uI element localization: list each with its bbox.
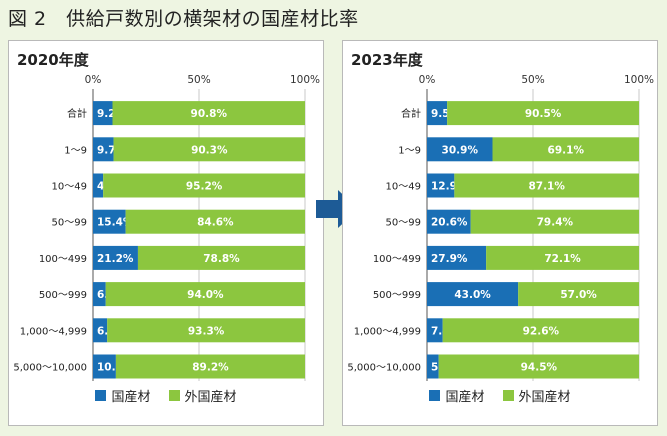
category-label: 5,000～10,000 [347, 363, 421, 374]
category-label: 1,000～4,999 [354, 326, 421, 337]
category-label: 合計 [401, 107, 421, 120]
category-label: 100～499 [39, 254, 87, 265]
category-label: 50～99 [52, 218, 87, 229]
data-label: 94.0% [187, 289, 224, 301]
bar-segment [105, 282, 305, 307]
data-label: 69.1% [548, 144, 585, 156]
legend-item-domestic: 国産材 [95, 386, 151, 405]
legend-item-foreign: 外国産材 [168, 386, 237, 405]
category-label: 1～9 [64, 145, 87, 156]
data-label: 84.6% [197, 217, 234, 229]
data-label: 90.5% [525, 108, 562, 120]
category-label: 10～49 [52, 182, 87, 193]
bar-segment [125, 209, 305, 234]
legend-swatch-foreign [502, 389, 514, 401]
panel-title: 2023年度 [351, 51, 423, 69]
category-label: 100～499 [373, 254, 421, 265]
legend-label-foreign: 外国産材 [184, 389, 237, 405]
x-tick-label: 50% [521, 74, 544, 86]
data-label: 90.8% [191, 108, 228, 120]
x-tick-label: 100% [290, 74, 320, 86]
bar-segment [93, 137, 114, 162]
bar-segment [427, 354, 439, 379]
x-tick-label: 50% [187, 74, 210, 86]
legend-item-foreign: 外国産材 [502, 386, 571, 405]
bar-segment [93, 354, 116, 379]
data-label: 90.3% [191, 144, 228, 156]
category-label: 合計 [67, 107, 87, 120]
category-label: 1～9 [398, 145, 421, 156]
bar-segment [486, 245, 639, 270]
chart-panel-2020: 2020年度 0% 50% 100% 合計 9.2% 90.8% 1～9 9.7% 90.3% 1… [8, 40, 324, 426]
bar-segment [470, 209, 639, 234]
data-label: 43.0% [454, 289, 491, 301]
data-label: 72.1% [544, 253, 581, 265]
data-label: 94.5% [521, 362, 558, 374]
legend-item-domestic: 国産材 [429, 386, 485, 405]
bar-segment [427, 318, 443, 343]
bar-segment [454, 173, 639, 198]
chart-panel-2023: 2023年度 0% 50% 100% 合計 9.5% 90.5% 1～9 30.9% 69.1%… [342, 40, 658, 426]
data-label: 78.8% [203, 253, 240, 265]
category-label: 50～99 [386, 218, 421, 229]
bar-segment [442, 318, 639, 343]
x-tick-label: 100% [624, 74, 654, 86]
bar-segment [103, 173, 306, 198]
figure-title: 図 2 供給戸数別の横架材の国産材比率 [8, 8, 359, 30]
bar-segment [427, 282, 519, 307]
bar-segment [113, 137, 306, 162]
legend: 国産材 外国産材 [343, 386, 657, 405]
bar-segment [427, 101, 448, 126]
bar-segment [93, 209, 126, 234]
category-label: 1,000～4,999 [20, 326, 87, 337]
bar-segment [93, 282, 106, 307]
bar-segment [438, 354, 639, 379]
legend-swatch-domestic [95, 389, 107, 401]
bar-segment [93, 245, 138, 270]
bar-segment [447, 101, 639, 126]
data-label: 57.0% [560, 289, 597, 301]
category-label: 500～999 [39, 290, 87, 301]
legend-label-foreign: 外国産材 [518, 389, 571, 405]
bar-segment [427, 137, 493, 162]
bar-segment [107, 318, 305, 343]
bar-segment [112, 101, 305, 126]
bar-chart-2023: 0% 50% 100%合計 9.5% 90.5%1～9 30.9% 69.1%10～49 12… [347, 74, 654, 381]
bar-segment [518, 282, 639, 307]
data-label: 93.3% [188, 325, 225, 337]
legend-swatch-foreign [168, 389, 180, 401]
x-tick-label: 0% [419, 74, 436, 86]
legend-swatch-domestic [429, 389, 441, 401]
bar-segment [427, 209, 471, 234]
data-label: 95.2% [186, 181, 223, 193]
data-label: 89.2% [192, 362, 229, 374]
legend-label-domestic: 国産材 [111, 389, 151, 405]
data-label: 27.9% [431, 253, 468, 265]
bar-segment [492, 137, 639, 162]
data-label: 21.2% [97, 253, 134, 265]
category-label: 500～999 [373, 290, 421, 301]
data-label: 20.6% [431, 217, 468, 229]
bar-segment [137, 245, 305, 270]
data-label: 79.4% [537, 217, 574, 229]
bar-segment [93, 173, 104, 198]
category-label: 10～49 [386, 182, 421, 193]
bar-segment [427, 245, 487, 270]
bar-chart-2020: 0%50%100%合計9.2%90.8%1～99.7%90.3%10～494.8… [13, 74, 320, 381]
bar-segment [427, 173, 455, 198]
panel-title: 2020年度 [17, 51, 89, 69]
data-label: 15.4% [97, 217, 134, 229]
bar-segment [93, 101, 113, 126]
data-label: 92.6% [523, 325, 560, 337]
bar-segment [93, 318, 108, 343]
bar-segment [115, 354, 306, 379]
data-label: 30.9% [442, 144, 479, 156]
category-label: 5,000～10,000 [13, 363, 87, 374]
legend: 国産材 外国産材 [9, 386, 323, 405]
legend-label-domestic: 国産材 [445, 389, 485, 405]
x-tick-label: 0% [85, 74, 102, 86]
data-label: 87.1% [528, 181, 565, 193]
